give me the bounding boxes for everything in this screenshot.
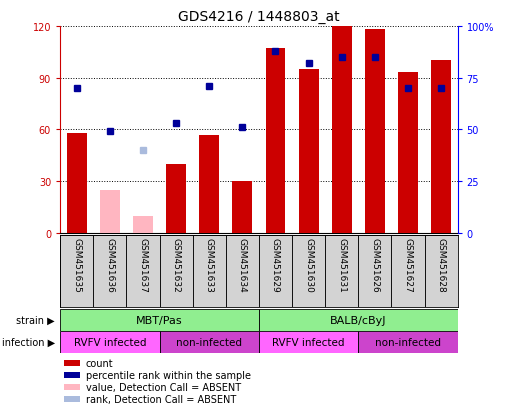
Text: GSM451630: GSM451630 bbox=[304, 237, 313, 292]
Bar bbox=[100, 190, 120, 233]
Bar bbox=[192, 235, 226, 308]
Text: GSM451632: GSM451632 bbox=[172, 237, 180, 292]
Text: MBT/Pas: MBT/Pas bbox=[136, 315, 183, 325]
Text: GSM451628: GSM451628 bbox=[437, 237, 446, 292]
Bar bbox=[199, 135, 219, 233]
Text: value, Detection Call = ABSENT: value, Detection Call = ABSENT bbox=[86, 382, 241, 392]
Bar bbox=[325, 235, 358, 308]
Bar bbox=[292, 235, 325, 308]
Text: GSM451631: GSM451631 bbox=[337, 237, 346, 292]
Bar bbox=[60, 235, 93, 308]
Bar bbox=[391, 235, 425, 308]
Bar bbox=[358, 235, 391, 308]
Text: GSM451633: GSM451633 bbox=[204, 237, 214, 292]
Text: GSM451627: GSM451627 bbox=[403, 237, 413, 292]
Bar bbox=[232, 182, 252, 233]
Text: GSM451634: GSM451634 bbox=[238, 237, 247, 292]
Bar bbox=[398, 73, 418, 233]
Bar bbox=[425, 235, 458, 308]
Bar bbox=[93, 235, 127, 308]
Text: non-infected: non-infected bbox=[375, 337, 441, 347]
Text: BALB/cByJ: BALB/cByJ bbox=[330, 315, 386, 325]
Text: count: count bbox=[86, 358, 113, 368]
Bar bbox=[358, 331, 458, 353]
Text: GSM451636: GSM451636 bbox=[105, 237, 115, 292]
Text: infection ▶: infection ▶ bbox=[2, 337, 55, 347]
Title: GDS4216 / 1448803_at: GDS4216 / 1448803_at bbox=[178, 10, 340, 24]
Text: RVFV infected: RVFV infected bbox=[272, 337, 345, 347]
Bar bbox=[259, 309, 458, 331]
Bar bbox=[64, 372, 80, 378]
Bar bbox=[60, 309, 259, 331]
Bar bbox=[64, 396, 80, 402]
Text: RVFV infected: RVFV infected bbox=[74, 337, 146, 347]
Bar bbox=[299, 70, 319, 233]
Text: GSM451635: GSM451635 bbox=[72, 237, 81, 292]
Text: percentile rank within the sample: percentile rank within the sample bbox=[86, 370, 251, 380]
Bar bbox=[259, 235, 292, 308]
Bar bbox=[431, 61, 451, 233]
Text: GSM451626: GSM451626 bbox=[370, 237, 379, 292]
Text: GSM451629: GSM451629 bbox=[271, 237, 280, 292]
Bar bbox=[67, 133, 87, 233]
Bar bbox=[64, 384, 80, 390]
Bar bbox=[332, 27, 351, 233]
Text: rank, Detection Call = ABSENT: rank, Detection Call = ABSENT bbox=[86, 394, 236, 404]
Bar bbox=[166, 164, 186, 233]
Text: GSM451637: GSM451637 bbox=[139, 237, 147, 292]
Bar bbox=[64, 360, 80, 366]
Bar bbox=[60, 331, 160, 353]
Text: non-infected: non-infected bbox=[176, 337, 242, 347]
Bar bbox=[127, 235, 160, 308]
Text: strain ▶: strain ▶ bbox=[16, 315, 55, 325]
Bar bbox=[266, 49, 286, 233]
Bar bbox=[160, 331, 259, 353]
Bar bbox=[365, 30, 385, 233]
Bar bbox=[226, 235, 259, 308]
Bar bbox=[133, 216, 153, 233]
Bar bbox=[160, 235, 192, 308]
Bar bbox=[259, 331, 358, 353]
